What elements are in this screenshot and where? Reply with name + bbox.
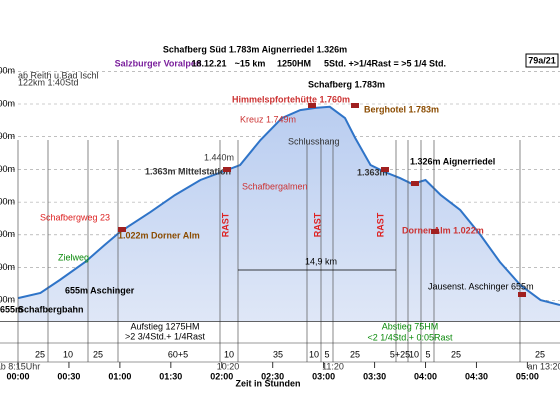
x-tick-label: 03:30	[363, 371, 386, 381]
annotation: Himmelspfortehütte 1.760m	[232, 94, 350, 104]
hut-marker	[411, 181, 419, 186]
x-tick-label: 00:00	[6, 371, 29, 381]
annotation: Abstieg 75HM	[382, 321, 439, 331]
x-tick-label: 00:30	[57, 371, 80, 381]
annotation: 655m Aschinger	[65, 285, 135, 295]
y-tick-label: 1600m	[0, 131, 15, 141]
annotation: RAST	[312, 212, 322, 237]
annotation: 14,9 km	[305, 256, 337, 266]
info-ascent: 1250HM	[277, 58, 311, 68]
hut-marker	[431, 229, 439, 234]
annotation: Schafberg 1.783m	[308, 79, 385, 89]
annotation: 655m	[0, 304, 23, 314]
annotation: 10:20	[217, 361, 240, 371]
hut-marker	[308, 103, 316, 108]
info-region: Salzburger Voralpen	[115, 58, 202, 68]
annotation: Kreuz 1.749m	[240, 114, 296, 124]
x-tick-label: 05:00	[516, 371, 539, 381]
y-tick-label: 1000m	[0, 229, 15, 239]
segment-duration: 25	[35, 349, 45, 359]
hut-marker	[223, 167, 231, 172]
y-tick-label: 1200m	[0, 196, 15, 206]
annotation: <2 1/4Std.+ 0:05Rast	[367, 332, 453, 342]
annotation: Schafbergbahn	[18, 304, 84, 314]
y-tick-label: 2000m	[0, 66, 15, 76]
annotation: 1.363m	[357, 167, 388, 177]
x-tick-label: 02:00	[210, 371, 233, 381]
annotation: >2 3/4Std.+ 1/4Rast	[125, 331, 206, 341]
segment-duration: 25	[535, 349, 545, 359]
segment-duration: 25	[93, 349, 103, 359]
annotation: Berghotel 1.783m	[364, 104, 439, 114]
annotation: Aufstieg 1275HM	[130, 321, 199, 331]
segment-duration: 10	[409, 349, 419, 359]
badge-box	[525, 53, 559, 68]
annotation: 11:20	[322, 361, 344, 371]
info-date: 18.12.21	[191, 58, 226, 68]
segment-duration: 25	[451, 349, 461, 359]
annotation: Schafbergweg 23	[40, 212, 110, 222]
hut-marker	[518, 292, 526, 297]
segment-duration: 25	[350, 349, 360, 359]
badge: 79a/21	[528, 55, 556, 65]
y-tick-label: 1400m	[0, 164, 15, 174]
x-axis-label: Zeit in Stunden	[236, 378, 301, 388]
profile-line	[17, 105, 560, 306]
annotation: Jausenst. Aschinger 655m	[428, 281, 534, 291]
annotation: Zielweg	[58, 252, 89, 262]
segment-duration: 5+25	[390, 349, 410, 359]
annotation: 1.326m Aignerriedel	[410, 156, 495, 166]
y-tick-label: 800m	[0, 262, 15, 272]
annotation: Schlusshang	[288, 136, 340, 146]
x-tick-label: 04:30	[465, 371, 488, 381]
y-tick-label: 1800m	[0, 98, 15, 108]
info-time: 5Std. +>1/4Rast = >5 1/4 Std.	[324, 58, 446, 68]
x-tick-label: 02:30	[261, 371, 284, 381]
annotation: Schafbergalmen	[242, 181, 308, 191]
segment-duration: 10	[63, 349, 73, 359]
annotation: RAST	[375, 212, 385, 237]
annotation: 122km 1:40Std	[18, 77, 79, 87]
annotation: 1.022m Dorner Alm	[118, 230, 200, 240]
y-tick-label: 600m	[0, 295, 15, 305]
segment-duration: 35	[273, 349, 283, 359]
annotation: 1.363m Mittelstation	[145, 166, 231, 176]
annotation: RAST	[220, 212, 230, 237]
annotation: an 13:20	[527, 361, 560, 371]
hut-marker	[381, 167, 389, 172]
annotation: ab Reith u.Bad Ischl	[18, 70, 99, 80]
info-distance: ~15 km	[235, 58, 266, 68]
x-tick-label: 01:00	[108, 371, 131, 381]
hut-marker	[351, 103, 359, 108]
segment-duration: 10	[309, 349, 319, 359]
segment-duration: 60+5	[168, 349, 188, 359]
segment-duration: 5	[425, 349, 430, 359]
annotation: ab 8:15Uhr	[0, 361, 40, 371]
segment-duration: 5	[324, 349, 329, 359]
hut-marker	[118, 227, 126, 232]
x-tick-label: 03:00	[312, 371, 335, 381]
chart-title: Schafberg Süd 1.783m Aignerriedel 1.326m	[163, 44, 347, 54]
annotation: 1.440m	[204, 152, 234, 162]
area-fill	[18, 106, 560, 322]
segment-duration: 10	[224, 349, 234, 359]
x-tick-label: 04:00	[414, 371, 437, 381]
annotation: Dorner Alm 1.022m	[402, 225, 484, 235]
x-tick-label: 01:30	[159, 371, 182, 381]
